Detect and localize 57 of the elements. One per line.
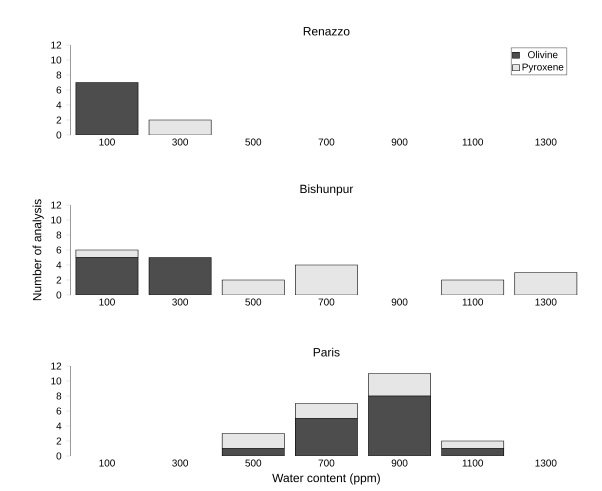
bar [295, 418, 358, 456]
bar [148, 257, 212, 295]
y-tick-label: 8 [56, 71, 62, 79]
y-tick-label: 4 [56, 262, 62, 268]
y-tick-label: 4 [56, 422, 62, 430]
x-tick-label: 300 [172, 460, 188, 467]
bar [295, 403, 358, 419]
y-tick-label: 6 [56, 86, 62, 94]
y-tick-label: 6 [56, 246, 62, 254]
x-tick-label: 1300 [536, 298, 557, 306]
x-tick-label: 500 [245, 460, 262, 467]
x-tick-label: 900 [392, 138, 408, 146]
bar [295, 264, 358, 295]
y-tick-label: 2 [56, 116, 62, 124]
x-tick-label: 700 [318, 298, 334, 306]
y-tick-label: 12 [51, 202, 62, 208]
y-tick-label: 4 [56, 102, 62, 108]
chart-title: Paris [314, 348, 340, 356]
x-tick-label: 100 [99, 298, 115, 306]
bar [441, 280, 504, 295]
x-tick-label: 700 [318, 460, 334, 467]
y-tick-label: 8 [56, 392, 62, 400]
x-tick-label: 1300 [536, 460, 557, 467]
x-tick-label: 900 [392, 298, 408, 306]
y-tick-label: 0 [56, 452, 62, 460]
y-tick-label: 12 [51, 42, 62, 48]
y-tick-label: 12 [51, 362, 62, 370]
x-axis-title: Water content (ppm) [272, 473, 380, 485]
x-tick-label: 1100 [462, 298, 484, 306]
bar [222, 280, 285, 295]
y-tick-label: 2 [56, 438, 62, 444]
x-tick-label: 100 [99, 138, 115, 146]
bar [514, 272, 578, 295]
x-tick-label: 500 [245, 138, 262, 146]
y-tick-label: 0 [56, 291, 62, 299]
x-tick-label: 300 [172, 138, 188, 146]
chart-title: Renazzo [304, 27, 350, 36]
x-tick-label: 700 [318, 138, 334, 146]
x-tick-label: 1300 [536, 138, 557, 146]
y-tick-label: 10 [51, 216, 62, 224]
legend-label: Olivine [528, 50, 558, 58]
x-tick-label: 500 [245, 298, 262, 306]
y-tick-label: 6 [56, 407, 62, 415]
y-tick-label: 8 [56, 231, 62, 239]
y-tick-label: 10 [51, 377, 62, 385]
y-tick-label: 2 [56, 276, 62, 284]
y-tick-label: 0 [56, 131, 62, 139]
chart-title: Bishunpur [300, 184, 354, 196]
x-tick-label: 300 [172, 298, 188, 306]
bar [368, 396, 431, 456]
y-tick-label: 10 [51, 56, 62, 64]
x-tick-label: 1100 [462, 138, 484, 146]
x-tick-label: 900 [392, 460, 408, 467]
y-axis-title: Number of analysis [32, 199, 44, 300]
legend-label: Pyroxene [522, 64, 564, 72]
x-tick-label: 1100 [462, 460, 484, 467]
x-tick-label: 100 [99, 460, 115, 467]
